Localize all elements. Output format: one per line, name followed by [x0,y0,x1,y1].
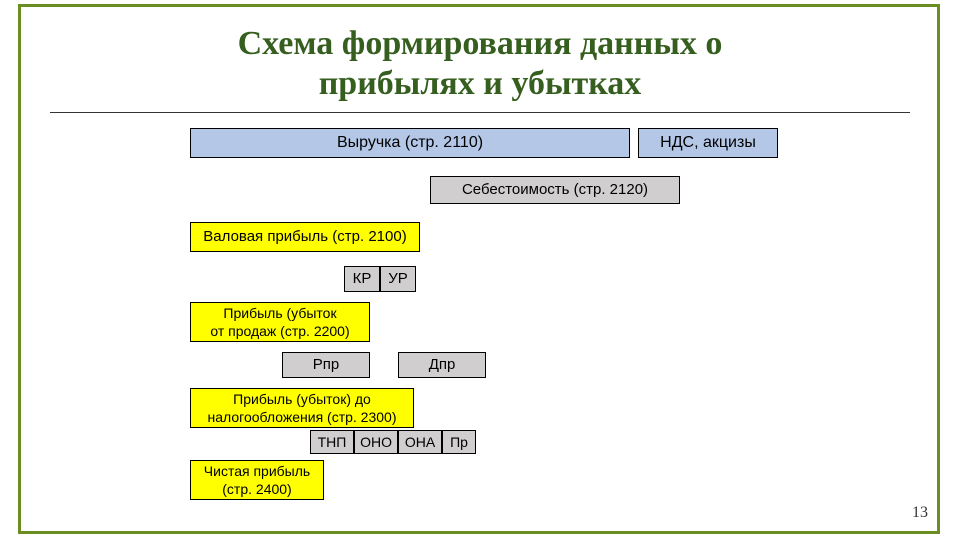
box-gross: Валовая прибыль (стр. 2100) [190,222,420,252]
box-dpr: Дпр [398,352,486,378]
page-title: Схема формирования данных о прибылях и у… [0,24,960,104]
page-number: 13 [912,504,928,522]
box-cost: Себестоимость (стр. 2120) [430,176,680,204]
title-line-2: прибылях и убытках [319,65,642,102]
box-revenue: Выручка (стр. 2110) [190,128,630,158]
box-ona: ОНА [398,430,442,454]
box-vat: НДС, акцизы [638,128,778,158]
box-tnp: ТНП [310,430,354,454]
box-net: Чистая прибыль(стр. 2400) [190,460,324,500]
box-kr: КР [344,266,380,292]
box-ur: УР [380,266,416,292]
box-pr: Пр [442,430,476,454]
box-rpr: Рпр [282,352,370,378]
box-pretax: Прибыль (убыток) доналогообложения (стр.… [190,388,414,428]
title-underline [50,112,910,113]
title-line-1: Схема формирования данных о [238,25,723,62]
box-sales: Прибыль (убытокот продаж (стр. 2200) [190,302,370,342]
box-ono: ОНО [354,430,398,454]
